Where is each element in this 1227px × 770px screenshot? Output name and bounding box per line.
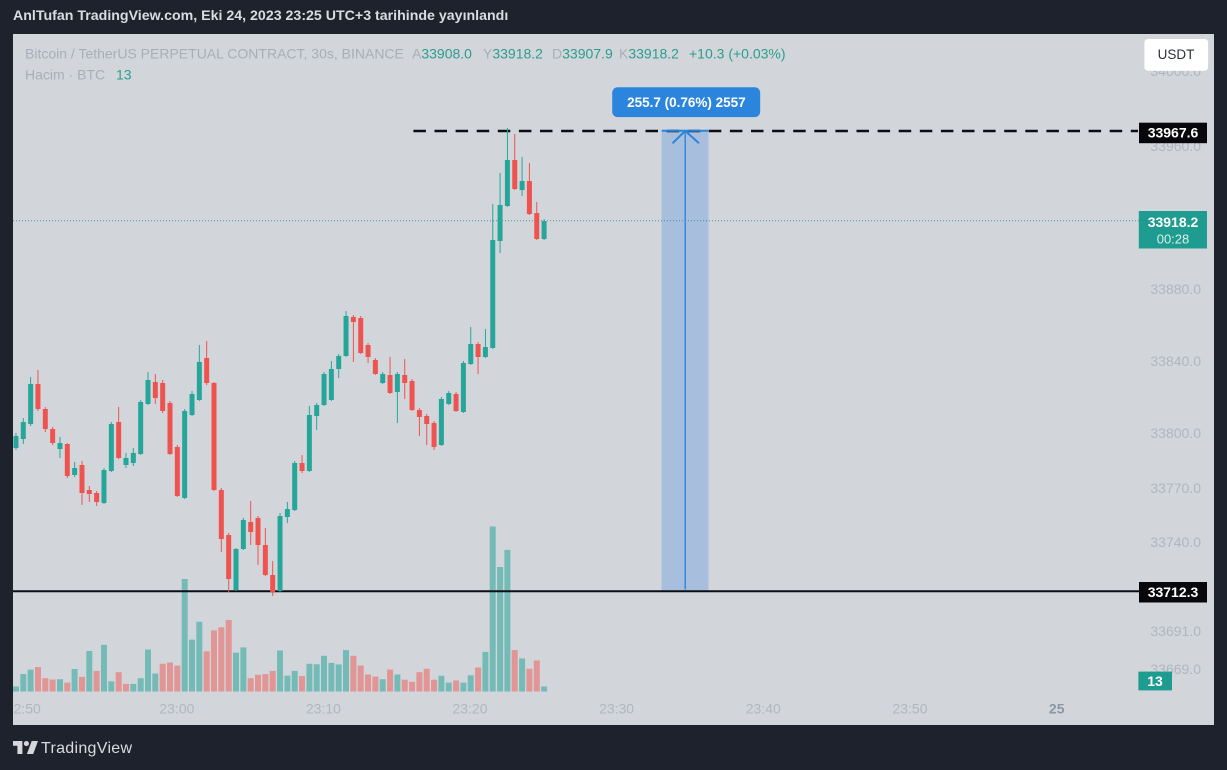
svg-text:Bitcoin / TetherUS PERPETUAL C: Bitcoin / TetherUS PERPETUAL CONTRACT, 3… <box>25 46 404 62</box>
svg-text:33770.0: 33770.0 <box>1150 480 1201 496</box>
svg-text:255.7 (0.76%) 2557: 255.7 (0.76%) 2557 <box>627 95 746 110</box>
svg-text:A33908.0: A33908.0 <box>412 46 472 62</box>
svg-text:33800.0: 33800.0 <box>1150 425 1201 441</box>
svg-text:23:00: 23:00 <box>159 701 194 717</box>
svg-text:13: 13 <box>1147 673 1163 689</box>
svg-text:Hacim · BTC: Hacim · BTC <box>25 67 105 83</box>
svg-text:D33907.9: D33907.9 <box>552 46 613 62</box>
svg-text:23:30: 23:30 <box>599 701 634 717</box>
svg-text:00:28: 00:28 <box>1157 232 1190 247</box>
svg-text:23:20: 23:20 <box>452 701 487 717</box>
svg-text:33712.3: 33712.3 <box>1148 584 1199 600</box>
svg-text:13: 13 <box>116 67 132 83</box>
svg-text:33840.0: 33840.0 <box>1150 353 1201 369</box>
svg-text:33967.6: 33967.6 <box>1148 125 1199 141</box>
svg-text:33918.2: 33918.2 <box>1148 214 1199 230</box>
svg-text:K33918.2: K33918.2 <box>619 46 679 62</box>
svg-text:22:50: 22:50 <box>13 701 41 717</box>
svg-text:33740.0: 33740.0 <box>1150 534 1201 550</box>
svg-text:23:40: 23:40 <box>746 701 781 717</box>
svg-text:33880.0: 33880.0 <box>1150 281 1201 297</box>
svg-text:Y33918.2: Y33918.2 <box>483 46 543 62</box>
svg-text:25: 25 <box>1049 701 1065 717</box>
svg-text:+10.3 (+0.03%): +10.3 (+0.03%) <box>689 46 786 62</box>
svg-text:33691.0: 33691.0 <box>1150 623 1201 639</box>
svg-text:23:50: 23:50 <box>892 701 927 717</box>
svg-text:23:10: 23:10 <box>306 701 341 717</box>
svg-text:USDT: USDT <box>1158 47 1195 62</box>
